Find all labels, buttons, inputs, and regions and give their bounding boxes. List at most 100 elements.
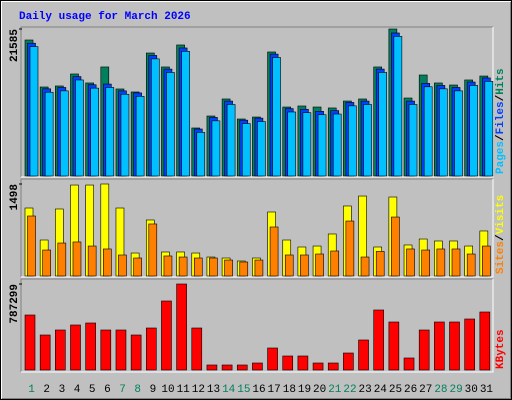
bar <box>272 57 281 177</box>
bar <box>133 257 142 277</box>
bar <box>181 51 190 177</box>
x-tick-label: 19 <box>298 384 311 396</box>
bar <box>145 327 157 371</box>
bar <box>103 248 112 277</box>
bar <box>241 123 251 177</box>
x-tick-label: 17 <box>268 384 281 396</box>
bar <box>434 321 445 371</box>
panel-bevel <box>20 278 493 372</box>
x-tick-label: 27 <box>419 384 432 396</box>
y-tick-label: 21585 <box>9 29 21 62</box>
x-tick-label: 21 <box>328 384 342 396</box>
bar <box>209 257 218 277</box>
y-tick-label: 787299 <box>9 284 21 324</box>
x-tick-label: 5 <box>89 384 96 396</box>
x-tick-label: 22 <box>343 384 356 396</box>
bar <box>72 241 82 277</box>
bar <box>423 86 433 177</box>
bar <box>70 324 81 371</box>
bar <box>469 85 478 177</box>
bar <box>120 93 130 177</box>
x-tick-label: 11 <box>177 384 191 396</box>
legend-entry: Pages <box>495 141 507 174</box>
bar <box>302 112 312 177</box>
bar <box>343 352 354 371</box>
legend-separator: / <box>495 234 507 241</box>
x-tick-label: 15 <box>237 384 250 396</box>
bar <box>39 334 51 371</box>
bar <box>150 58 160 177</box>
bar <box>312 362 324 371</box>
bar <box>75 79 84 177</box>
x-tick-label: 16 <box>252 384 265 396</box>
legend-entry: Visits <box>495 195 507 235</box>
panel-bevel <box>20 178 493 277</box>
bar <box>211 120 221 177</box>
bar <box>388 321 400 371</box>
x-tick-label: 23 <box>359 384 372 396</box>
bar <box>239 261 249 277</box>
bar <box>482 245 491 277</box>
x-tick-label: 3 <box>59 384 66 396</box>
x-tick-label: 14 <box>222 384 236 396</box>
x-tick-label: 4 <box>74 384 81 396</box>
bar <box>391 216 400 277</box>
x-tick-label: 26 <box>404 384 417 396</box>
panel-bevel <box>21 27 494 178</box>
bar <box>221 364 233 371</box>
bar <box>27 215 36 277</box>
bar <box>466 253 476 277</box>
bar <box>332 113 342 177</box>
bar <box>24 314 36 371</box>
bar <box>252 362 263 371</box>
x-tick-label: 25 <box>389 384 402 396</box>
bar <box>257 121 266 177</box>
bar <box>436 248 446 277</box>
bar <box>282 355 294 371</box>
panel-bevel <box>21 279 494 373</box>
bar <box>166 72 175 177</box>
bar <box>236 364 248 371</box>
x-tick-label: 7 <box>119 384 126 396</box>
bar <box>287 111 297 177</box>
legend: Pages/Files/Hits <box>495 68 507 174</box>
bar <box>315 253 324 277</box>
bar <box>55 329 66 371</box>
bar <box>345 220 355 277</box>
bar <box>393 36 403 177</box>
bar <box>439 88 448 177</box>
bar <box>118 254 127 277</box>
panel-bevel <box>21 179 494 278</box>
bar <box>360 256 370 277</box>
bar <box>464 318 475 371</box>
x-tick-label: 2 <box>43 384 50 396</box>
legend-separator: / <box>495 94 507 101</box>
bar <box>60 90 69 177</box>
x-tick-label: 13 <box>207 384 220 396</box>
x-tick-label: 6 <box>104 384 111 396</box>
bar <box>105 87 115 177</box>
bar <box>375 251 385 277</box>
bar <box>284 254 294 277</box>
bar <box>297 355 309 371</box>
legend-entry: Sites <box>495 241 507 274</box>
bar <box>327 362 339 371</box>
bar <box>191 327 203 371</box>
x-tick-label: 8 <box>134 384 141 396</box>
bar <box>44 91 54 177</box>
x-tick-label: 12 <box>192 384 205 396</box>
bar <box>163 255 173 277</box>
x-tick-label: 28 <box>434 384 447 396</box>
bar <box>269 226 279 277</box>
x-tick-label: 30 <box>465 384 478 396</box>
bar <box>206 364 218 371</box>
bar <box>57 242 67 277</box>
y-tick-label: 1498 <box>9 184 21 211</box>
bar <box>254 259 264 277</box>
legend-separator: / <box>495 134 507 141</box>
bar <box>226 104 236 177</box>
bar <box>176 283 187 371</box>
